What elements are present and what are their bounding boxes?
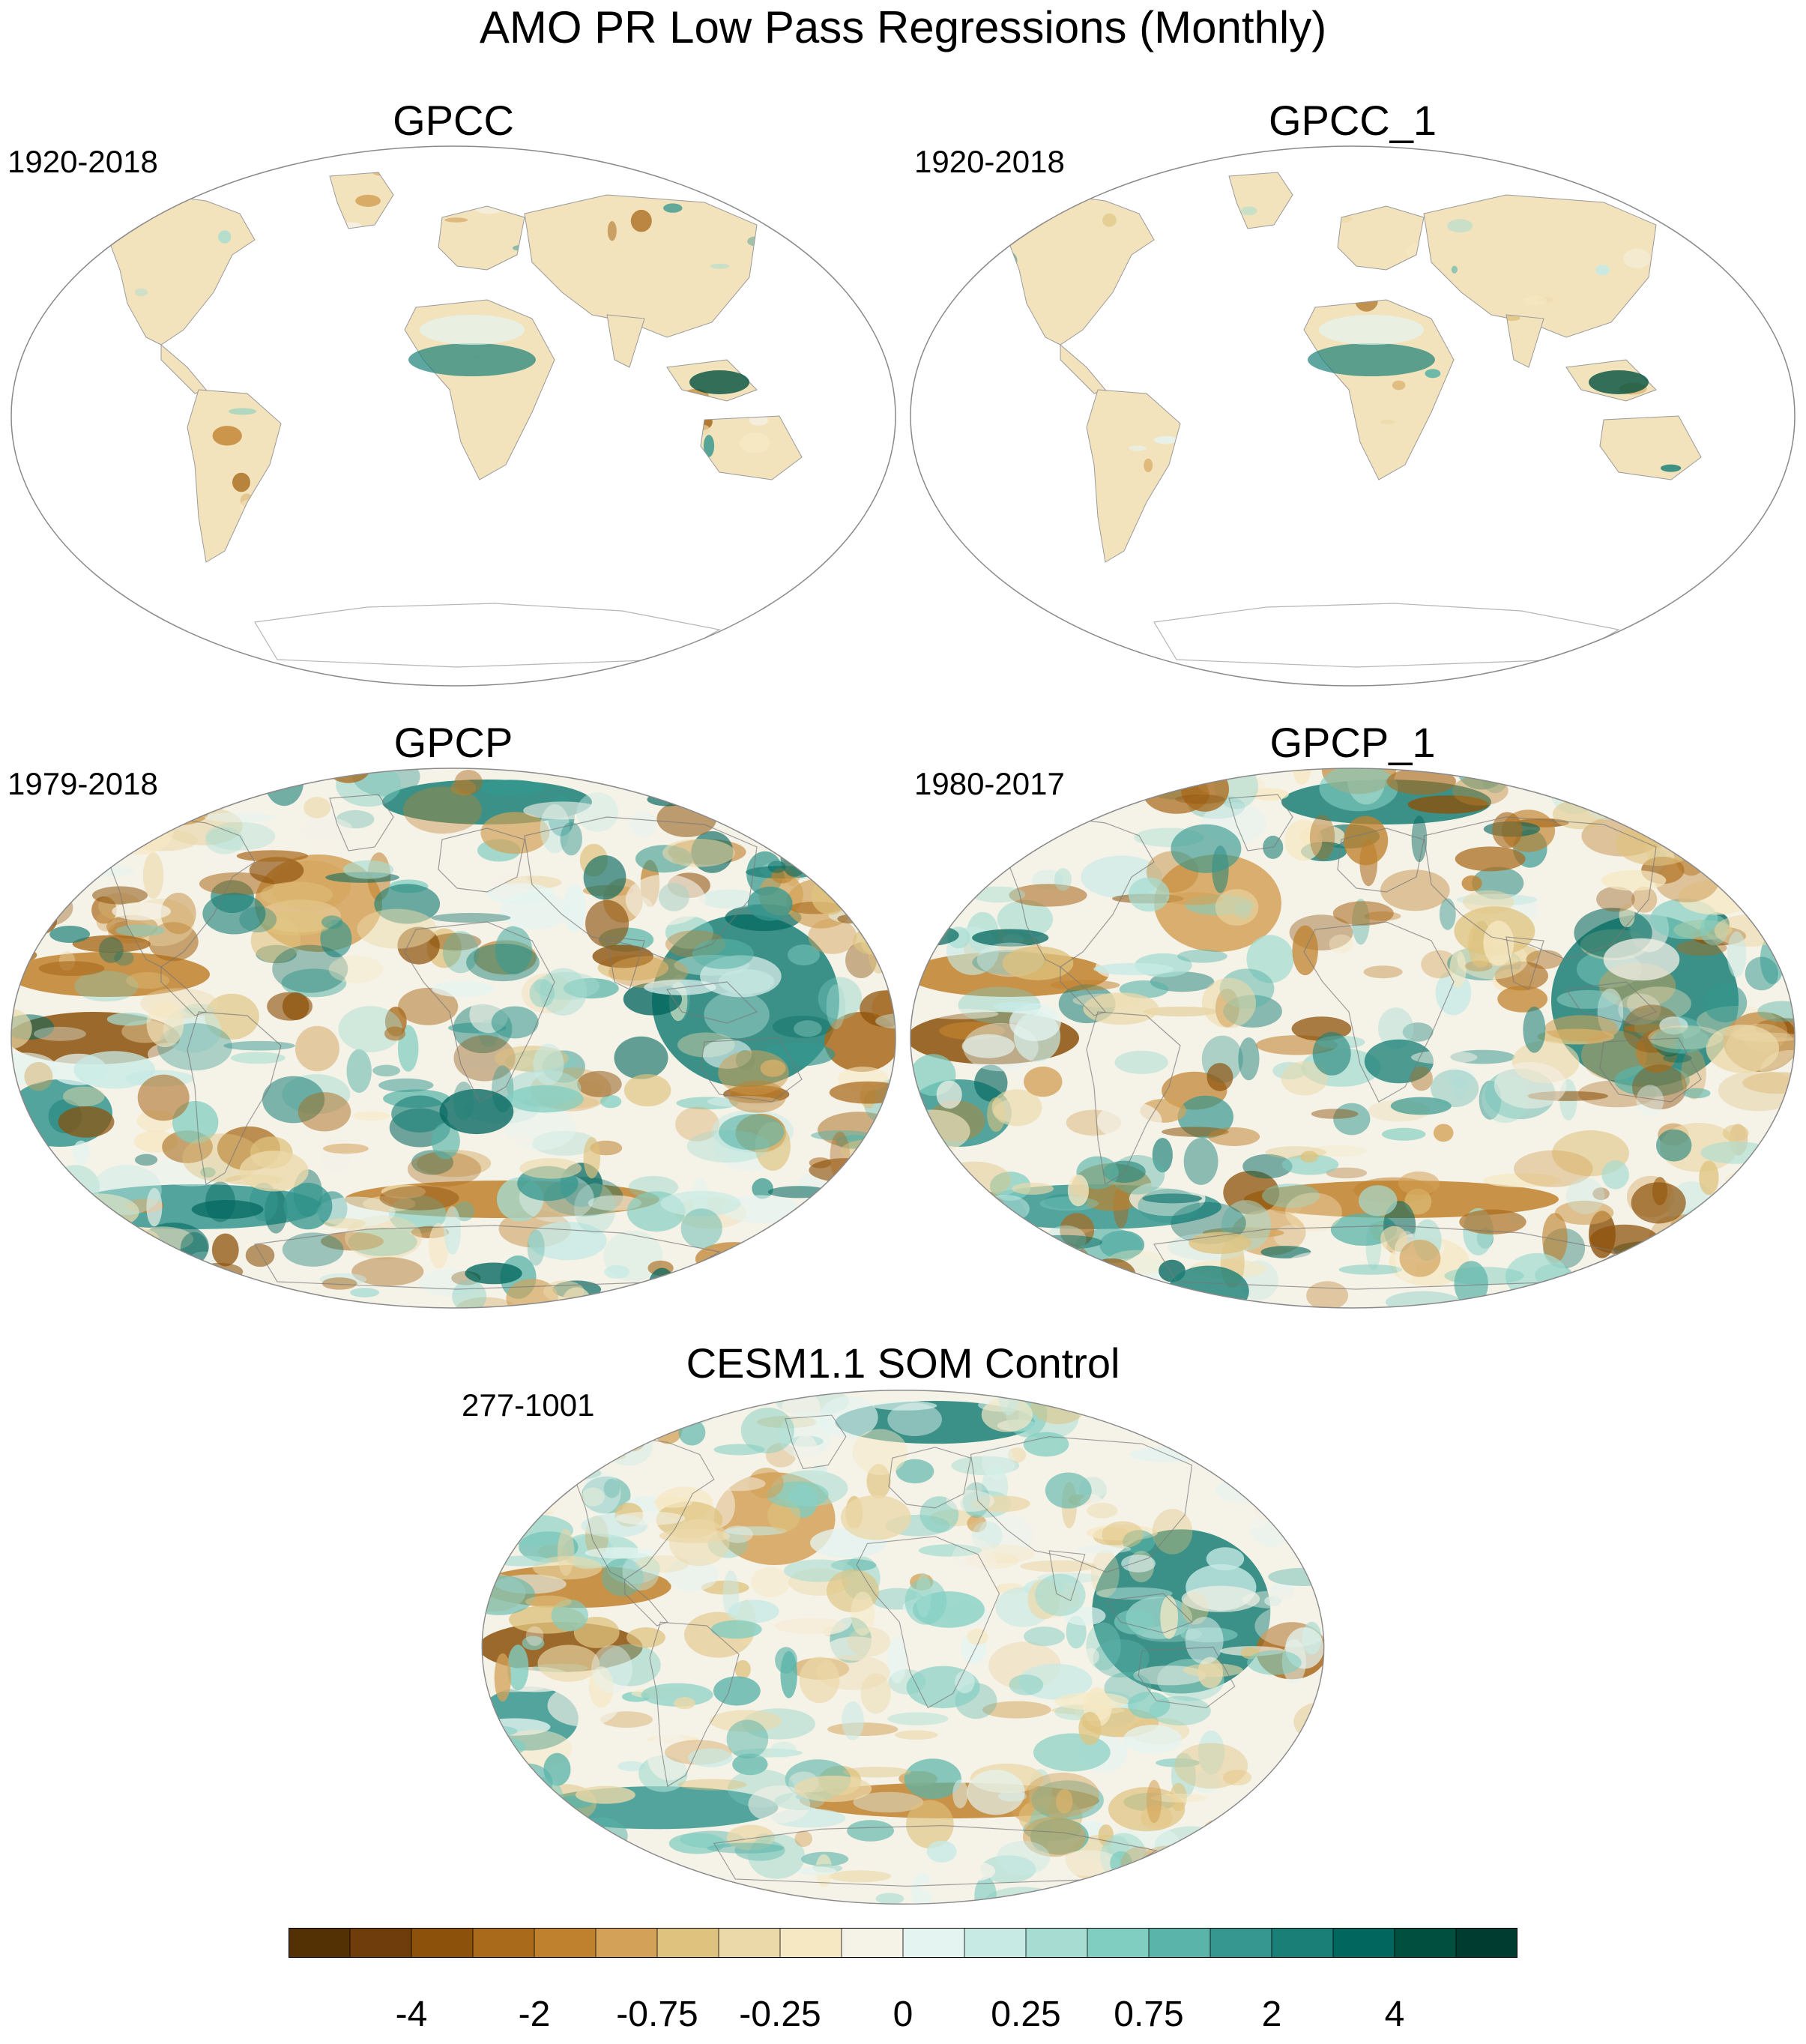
- colorbar-swatch: [1333, 1928, 1395, 1958]
- colorbar-swatch: [1149, 1928, 1211, 1958]
- map-panel-gpcp-1: GPCP_1 1980-2017: [907, 708, 1799, 1312]
- colorbar-tick-label: -2: [518, 1995, 551, 2034]
- colorbar-tick-label: -4: [395, 1995, 428, 2034]
- colorbar: [289, 1928, 1517, 1958]
- colorbar-tick-label: -0.25: [739, 1995, 821, 2034]
- map-border: [910, 768, 1796, 1309]
- panel-period: 1979-2018: [7, 766, 158, 801]
- colorbar-swatch: [719, 1928, 781, 1958]
- map-panel-cesm-som-control: CESM1.1 SOM Control 277-1001: [457, 1330, 1349, 1908]
- colorbar-swatch: [1026, 1928, 1088, 1958]
- world-map: [10, 768, 896, 1309]
- panel-period: 1920-2018: [7, 144, 158, 179]
- colorbar-swatch: [1272, 1928, 1334, 1958]
- colorbar-swatch: [903, 1928, 965, 1958]
- colorbar-tick-label: -0.75: [616, 1995, 698, 2034]
- panel-title: CESM1.1 SOM Control: [686, 1339, 1120, 1387]
- world-map: [481, 1390, 1325, 1905]
- panel-title: GPCC_1: [1268, 97, 1437, 144]
- map-border: [910, 145, 1796, 687]
- map-field: [11, 146, 896, 686]
- panel-title: GPCP_1: [1269, 719, 1436, 766]
- colorbar-swatch: [964, 1928, 1027, 1958]
- colorbar-tick-label: 2: [1261, 1995, 1282, 2034]
- colorbar-swatch: [350, 1928, 412, 1958]
- panel-period: 1920-2018: [914, 144, 1065, 179]
- panel-period: 277-1001: [462, 1387, 595, 1423]
- colorbar-swatch: [596, 1928, 658, 1958]
- map-border: [10, 768, 896, 1309]
- world-map: [910, 145, 1796, 687]
- colorbar-swatch: [842, 1928, 904, 1958]
- colorbar-swatch: [289, 1928, 351, 1958]
- panel-period: 1980-2017: [914, 766, 1065, 801]
- colorbar-swatch: [657, 1928, 719, 1958]
- map-panel-gpcc-1: GPCC_1 1920-2018: [907, 86, 1799, 690]
- map-border: [481, 1390, 1325, 1905]
- world-map: [10, 145, 896, 687]
- figure-title: AMO PR Low Pass Regressions (Monthly): [479, 2, 1327, 52]
- colorbar-tick-label: 0.75: [1114, 1995, 1184, 2034]
- colorbar-swatch: [1456, 1928, 1517, 1958]
- colorbar-swatch: [473, 1928, 535, 1958]
- panel-title: GPCC: [393, 97, 514, 144]
- colorbar-tick-label: 0: [893, 1995, 913, 2034]
- colorbar-swatch: [1087, 1928, 1150, 1958]
- map-panel-gpcc: GPCC 1920-2018: [7, 86, 899, 690]
- map-border: [10, 145, 896, 687]
- map-field: [910, 146, 1795, 686]
- colorbar-tick-label: 4: [1384, 1995, 1405, 2034]
- map-panel-gpcp: GPCP 1979-2018: [7, 708, 899, 1312]
- colorbar-swatch: [1395, 1928, 1457, 1958]
- colorbar-swatch: [780, 1928, 842, 1958]
- colorbar-tick-label: 0.25: [991, 1995, 1061, 2034]
- map-field: [482, 1390, 1324, 1905]
- colorbar-swatch: [1210, 1928, 1272, 1958]
- panel-title: GPCP: [393, 719, 513, 766]
- colorbar-labels: -4 -2 -0.75 -0.25 0 0.25 0.75 2 4: [289, 1994, 1517, 2039]
- colorbar-swatch: [534, 1928, 597, 1958]
- colorbar-swatch: [411, 1928, 474, 1958]
- world-map: [910, 768, 1796, 1309]
